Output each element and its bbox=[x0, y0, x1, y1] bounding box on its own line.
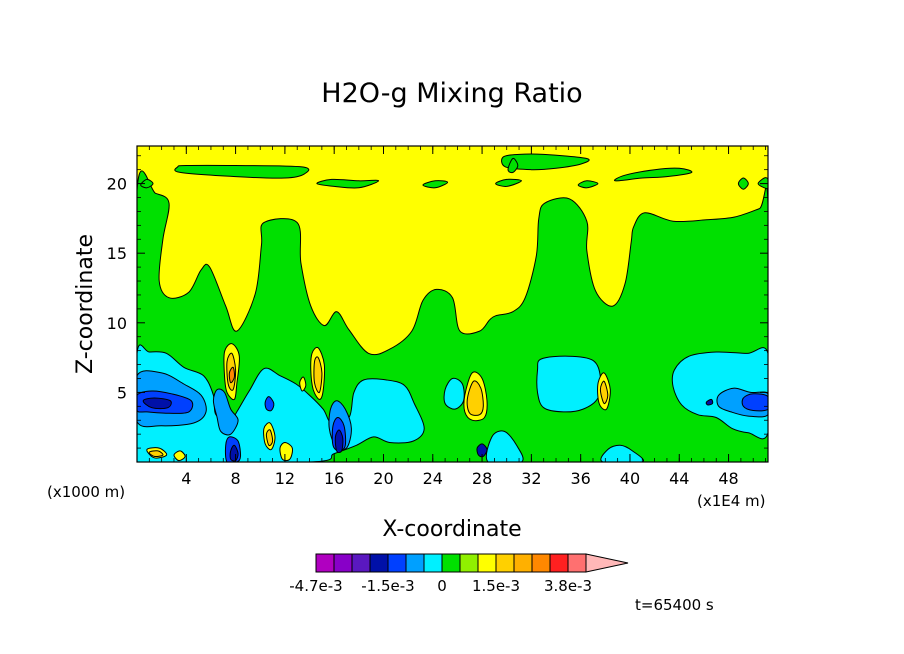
time-label: t=65400 s bbox=[635, 596, 714, 614]
contour-region-3 bbox=[614, 167, 693, 182]
x-unit-right: (x1E4 m) bbox=[697, 492, 766, 510]
contour-region-17 bbox=[600, 444, 644, 462]
x-tick-label: 16 bbox=[324, 469, 344, 488]
contour-region-11 bbox=[507, 157, 519, 174]
y-axis-label: Z-coordinate bbox=[73, 234, 98, 374]
contour-region-7 bbox=[577, 180, 599, 189]
x-tick-label: 24 bbox=[423, 469, 443, 488]
x-tick-labels: 4 8 12 16 20 24 28 32 36 40 44 48 bbox=[181, 469, 739, 488]
contour-region-26 bbox=[264, 396, 275, 412]
contour-region-27 bbox=[142, 397, 172, 410]
x-tick-label: 44 bbox=[669, 469, 689, 488]
contour-region-13 bbox=[536, 355, 602, 413]
x-tick-label: 28 bbox=[472, 469, 492, 488]
colorbar-box-13 bbox=[549, 553, 569, 573]
colorbar-box-5 bbox=[405, 553, 425, 573]
contour-region-4 bbox=[316, 178, 380, 189]
colorbar-box-4 bbox=[387, 553, 407, 573]
colorbar-box-1 bbox=[333, 553, 353, 573]
y-tick-label: 5 bbox=[117, 383, 127, 402]
contour-region-1 bbox=[174, 164, 310, 179]
contour-region-43 bbox=[466, 380, 484, 416]
colorbar-box-7 bbox=[441, 553, 461, 573]
colorbar-label: -4.7e-3 bbox=[289, 577, 342, 595]
axis-ticks bbox=[137, 146, 768, 462]
contour-region-42 bbox=[313, 356, 323, 394]
y-tick-label: 20 bbox=[107, 175, 127, 194]
contour-region-30 bbox=[476, 443, 488, 458]
contour-region-28 bbox=[229, 444, 239, 462]
contour-region-45 bbox=[599, 380, 609, 405]
y-tick-labels: 5 10 15 20 bbox=[107, 175, 127, 403]
colorbar bbox=[315, 553, 629, 573]
x-unit-left: (x1000 m) bbox=[47, 483, 125, 501]
contour-region-40 bbox=[299, 376, 307, 392]
colorbar-box-0 bbox=[315, 553, 335, 573]
chart-title: H2O-g Mixing Ratio bbox=[321, 78, 582, 109]
colorbar-labels: -4.7e-3 -1.5e-3 0 1.5e-3 3.8e-3 bbox=[289, 577, 592, 595]
contour-region-19 bbox=[212, 388, 239, 436]
contour-region-46 bbox=[148, 450, 164, 458]
contour-region-44 bbox=[265, 429, 274, 447]
colorbar-box-11 bbox=[513, 553, 533, 573]
contour-region-16 bbox=[485, 430, 524, 462]
plot-area bbox=[136, 145, 769, 463]
colorbar-box-2 bbox=[351, 553, 371, 573]
colorbar-label: 1.5e-3 bbox=[472, 577, 520, 595]
y-tick-label: 15 bbox=[107, 244, 127, 263]
contour-region-39 bbox=[173, 450, 186, 462]
contour-region-6 bbox=[495, 178, 523, 187]
contour-region-8 bbox=[140, 178, 154, 189]
x-tick-label: 32 bbox=[521, 469, 541, 488]
x-tick-label: 8 bbox=[231, 469, 241, 488]
colorbar-box-9 bbox=[477, 553, 497, 573]
x-tick-label: 4 bbox=[181, 469, 191, 488]
plot-frame bbox=[136, 145, 769, 463]
contour-region-47 bbox=[228, 366, 235, 384]
contour-region-9 bbox=[737, 177, 749, 190]
colorbar-box-14 bbox=[567, 553, 587, 573]
colorbar-box-10 bbox=[495, 553, 515, 573]
x-tick-label: 12 bbox=[275, 469, 295, 488]
x-axis-label: X-coordinate bbox=[382, 517, 521, 542]
colorbar-label: -1.5e-3 bbox=[361, 577, 414, 595]
x-tick-label: 40 bbox=[620, 469, 640, 488]
colorbar-label: 0 bbox=[437, 577, 447, 595]
y-tick-label: 10 bbox=[107, 314, 127, 333]
x-tick-label: 36 bbox=[570, 469, 590, 488]
contour-region-31 bbox=[705, 398, 714, 406]
contour-regions bbox=[137, 153, 768, 462]
colorbar-box-12 bbox=[531, 553, 551, 573]
colorbar-label: 3.8e-3 bbox=[544, 577, 592, 595]
contour-region-25 bbox=[741, 393, 768, 412]
x-tick-label: 48 bbox=[718, 469, 738, 488]
contour-region-29 bbox=[334, 429, 344, 454]
contour-region-5 bbox=[422, 180, 449, 189]
colorbar-box-6 bbox=[423, 553, 443, 573]
x-tick-label: 20 bbox=[373, 469, 393, 488]
contour-region-37 bbox=[279, 441, 293, 462]
colorbar-box-3 bbox=[369, 553, 389, 573]
colorbar-box-8 bbox=[459, 553, 479, 573]
colorbar-extend-arrow bbox=[585, 553, 629, 573]
